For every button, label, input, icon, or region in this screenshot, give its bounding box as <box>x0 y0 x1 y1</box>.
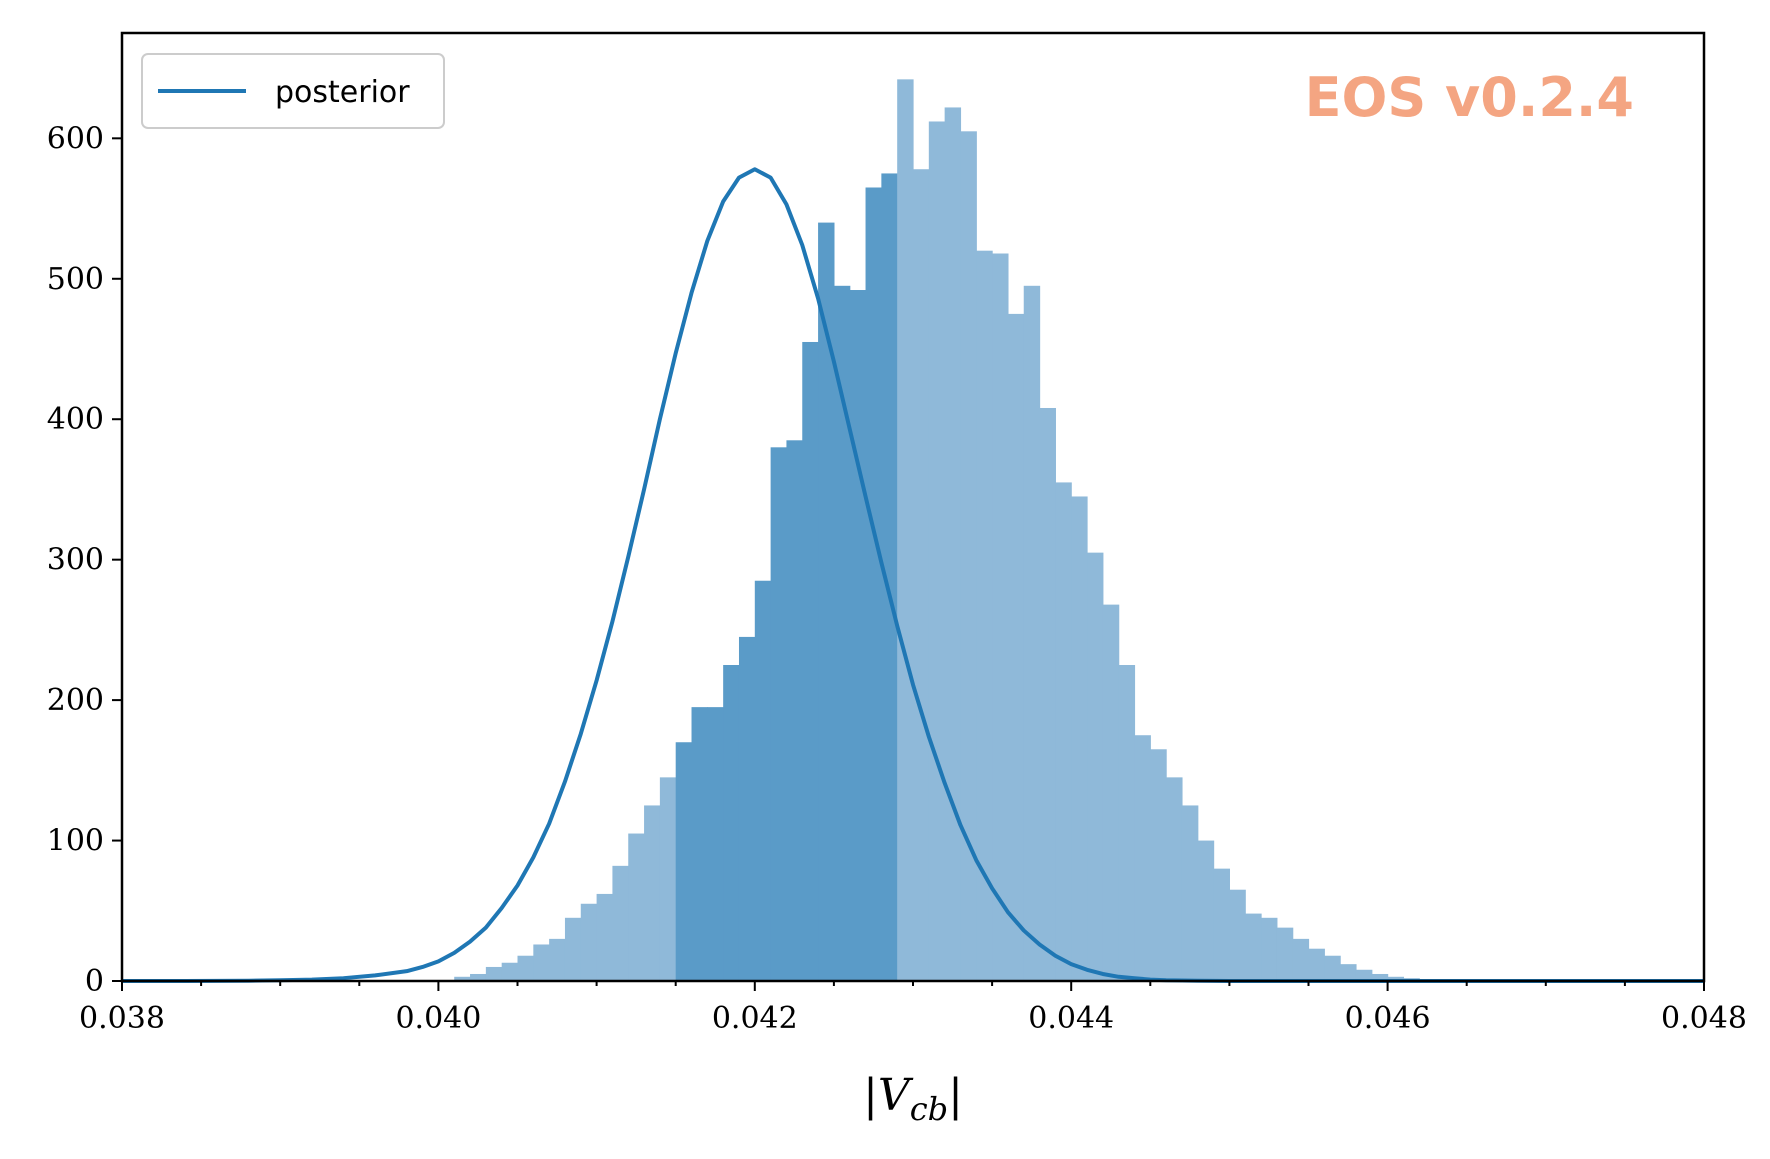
histogram-bar <box>992 253 1009 981</box>
x-tick-label: 0.044 <box>1028 1001 1114 1036</box>
histogram-bar <box>549 938 566 981</box>
histogram-bar <box>1197 840 1215 981</box>
histogram-bar <box>580 903 598 981</box>
x-tick-label: 0.040 <box>395 1001 481 1036</box>
histogram-bar-highlighted <box>754 580 772 981</box>
histogram-bar <box>485 966 503 981</box>
histogram-bar <box>470 973 487 981</box>
histogram-bar <box>1387 976 1405 981</box>
x-tick-label: 0.048 <box>1661 1001 1747 1036</box>
posterior-curve <box>122 167 1704 983</box>
histogram-bar <box>897 79 914 982</box>
histogram-bar <box>1118 665 1136 981</box>
x-axis-label: |Vcb| <box>863 1070 963 1128</box>
histogram-bar-highlighted <box>675 742 693 981</box>
histogram-bar-highlighted <box>707 707 724 981</box>
histogram-bar <box>1324 955 1341 981</box>
histogram-bar <box>1340 964 1357 981</box>
histogram-bar <box>501 962 519 981</box>
x-tick-label: 0.042 <box>712 1001 798 1036</box>
histogram-bar <box>659 777 677 981</box>
histogram-bar <box>596 893 614 981</box>
histogram-bar <box>1039 407 1056 981</box>
histogram-bar <box>944 107 962 981</box>
histogram-bar <box>1308 948 1325 981</box>
histogram-bar <box>1134 735 1151 981</box>
histogram-bar-highlighted <box>770 447 788 981</box>
y-tick-label: 300 <box>47 543 104 578</box>
histogram-bar-highlighted <box>818 222 835 982</box>
histogram-bar <box>1355 969 1373 981</box>
histogram-bar <box>612 865 629 981</box>
histogram-bar <box>928 121 946 982</box>
y-tick-label: 0 <box>85 964 104 999</box>
histogram-bar <box>1292 938 1310 981</box>
histogram-bars <box>454 79 1420 982</box>
posterior-curve-layer <box>122 167 1704 983</box>
histogram-bar-highlighted <box>881 173 898 981</box>
histogram-bar <box>1102 604 1120 981</box>
histogram-bar <box>1150 749 1167 981</box>
y-tick-label: 600 <box>47 121 104 156</box>
histogram-bar <box>1245 913 1262 981</box>
x-axis-ticks: 0.038 0.040 0.042 0.044 0.046 0.048 <box>79 981 1747 1036</box>
histogram-bar <box>1229 889 1246 981</box>
histogram-bar <box>1023 285 1041 981</box>
histogram-bar <box>1181 805 1199 981</box>
eos-version-watermark: EOS v0.2.4 <box>1305 66 1634 129</box>
y-axis-ticks: 0 100 200 300 400 500 600 <box>47 121 122 999</box>
y-tick-label: 200 <box>47 683 104 718</box>
histogram-bar <box>1007 313 1025 981</box>
histogram-bar-highlighted <box>865 187 882 982</box>
histogram-bar-highlighted <box>723 665 740 981</box>
histogram-bar-highlighted <box>849 290 867 981</box>
histogram-bar <box>517 955 534 981</box>
legend: posterior <box>141 53 445 129</box>
histogram-bar <box>913 169 930 982</box>
histogram-bar-highlighted <box>786 440 803 981</box>
histogram-bar-highlighted <box>833 285 851 981</box>
histogram-bar <box>1276 927 1294 981</box>
histogram-bar <box>1087 552 1104 981</box>
x-tick-label: 0.038 <box>79 1001 165 1036</box>
histogram-bar <box>1166 777 1183 981</box>
y-tick-label: 500 <box>47 262 104 297</box>
y-tick-label: 400 <box>47 402 104 437</box>
legend-box <box>141 53 445 129</box>
histogram-bar <box>960 131 977 981</box>
histogram-bar <box>644 805 661 981</box>
histogram-bar <box>1371 973 1389 981</box>
histogram-bar <box>1213 868 1230 981</box>
histogram-bar <box>564 917 582 981</box>
histogram-bar <box>454 976 471 981</box>
histogram-bar <box>1071 496 1088 981</box>
y-tick-label: 100 <box>47 824 104 859</box>
histogram-bar-highlighted <box>802 341 819 982</box>
histogram-bar <box>1261 917 1278 981</box>
histogram-bar <box>1055 482 1072 981</box>
legend-entry-posterior: posterior <box>275 75 410 110</box>
x-tick-label: 0.046 <box>1345 1001 1431 1036</box>
histogram-bar-highlighted <box>738 636 756 981</box>
histogram-bar <box>976 250 993 981</box>
histogram-bar-highlighted <box>691 707 708 981</box>
histogram-bar <box>628 833 645 981</box>
histogram-bar <box>533 944 550 981</box>
